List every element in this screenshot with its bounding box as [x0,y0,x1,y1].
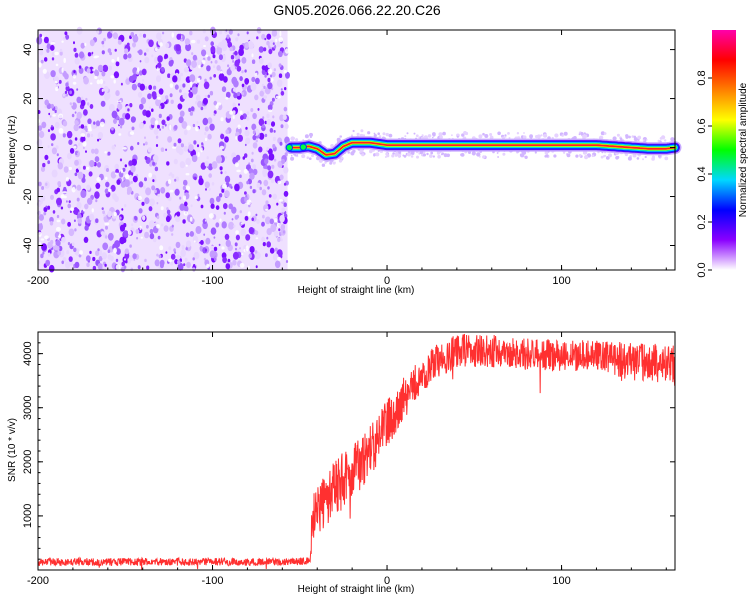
y-tick-label: 4000 [22,341,34,365]
x-tick-label: 100 [552,275,570,287]
snr-frame [37,331,676,571]
spectrogram-x-axis: -200 -100 0 100 [27,30,667,287]
spectrogram-y-label: Frequency (Hz) [7,116,18,185]
snr-plot-area [38,333,675,570]
x-tick-label: 0 [384,275,390,287]
snr-series-line [38,333,675,570]
y-tick-label: 40 [22,43,34,55]
x-tick-label: -100 [202,575,224,587]
spectrogram-plot-area [36,26,682,273]
x-tick-label: -200 [27,575,49,587]
colorbar-tick-label: 0.2 [696,214,708,229]
colorbar-tick-label: 0.4 [696,166,708,181]
x-tick-label: -100 [202,275,224,287]
x-tick-label: 0 [384,575,390,587]
signal-band-red [290,141,676,156]
signal-track [284,129,682,167]
y-tick-label: 3000 [22,395,34,419]
x-tick-label: 100 [552,575,570,587]
signal-start-blob [285,143,294,152]
spectrogram-y-axis: -40 -20 0 20 40 [22,43,675,253]
snr-y-label: SNR (10 * v/v) [7,418,18,482]
spectrogram-frame [37,29,676,271]
colorbar-gradient [712,30,736,270]
y-tick-label: 2000 [22,450,34,474]
colorbar-tick-label: 0.8 [696,70,708,85]
snr-panel: -200 -100 0 100 1000 2000 3000 4000 Height of … [7,331,676,595]
spectrogram-x-label: Height of straight line (km) [298,285,415,296]
colorbar-tick-label: 0.0 [696,262,708,277]
snr-x-label: Height of straight line (km) [298,584,415,595]
snr-x-axis: -200 -100 0 100 [27,332,667,587]
chart-title: GN05.2026.066.22.20.C26 [273,2,441,18]
x-tick-label: -200 [27,275,49,287]
colorbar-ticks: 0.0 0.2 0.4 0.6 0.8 [696,70,712,278]
y-tick-label: -20 [22,189,34,205]
y-tick-label: -40 [22,238,34,254]
signal-start-blob [299,143,307,151]
y-tick-label: 0 [22,144,34,150]
colorbar-label: Normalized spectral amplitude [738,82,749,217]
y-tick-label: 1000 [22,504,34,528]
y-tick-label: 20 [22,92,34,104]
colorbar-tick-label: 0.6 [696,118,708,133]
snr-y-axis: 1000 2000 3000 4000 [22,331,675,560]
colorbar: 0.0 0.2 0.4 0.6 0.8 Normalized spectral ampl… [696,30,749,278]
